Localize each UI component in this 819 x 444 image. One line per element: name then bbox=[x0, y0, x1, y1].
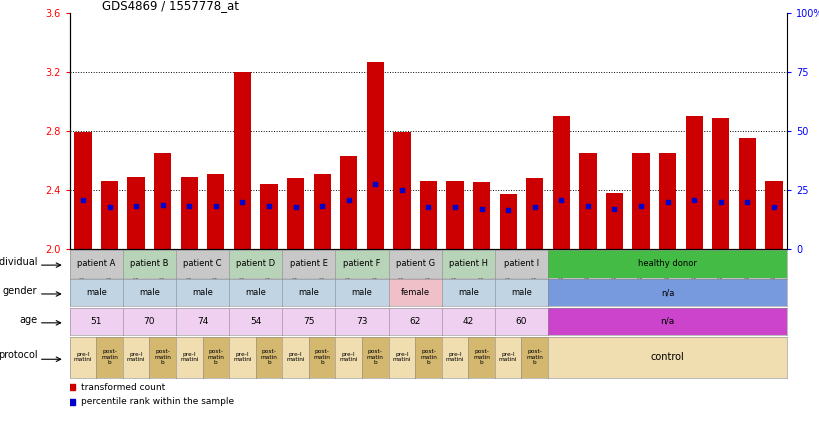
Text: 60: 60 bbox=[515, 317, 527, 326]
Bar bbox=[233, 72, 251, 249]
Bar bbox=[260, 184, 278, 249]
Bar bbox=[526, 178, 543, 249]
Text: patient D: patient D bbox=[236, 259, 275, 268]
Text: control: control bbox=[650, 352, 684, 362]
Text: patient C: patient C bbox=[183, 259, 222, 268]
Text: female: female bbox=[400, 288, 429, 297]
Text: n/a: n/a bbox=[660, 288, 673, 297]
Text: n/a: n/a bbox=[659, 317, 674, 326]
Bar bbox=[207, 174, 224, 249]
Text: patient B: patient B bbox=[130, 259, 169, 268]
Bar bbox=[578, 153, 595, 249]
Bar bbox=[552, 116, 569, 249]
Text: 42: 42 bbox=[462, 317, 473, 326]
Bar bbox=[658, 153, 676, 249]
Text: 75: 75 bbox=[303, 317, 314, 326]
Text: post-
matin
b: post- matin b bbox=[207, 349, 224, 365]
Text: patient E: patient E bbox=[290, 259, 328, 268]
Text: 73: 73 bbox=[355, 317, 367, 326]
Bar bbox=[738, 139, 755, 249]
Text: pre-I
matini: pre-I matini bbox=[392, 352, 410, 362]
Text: pre-I
matini: pre-I matini bbox=[74, 352, 92, 362]
Bar bbox=[631, 153, 649, 249]
Text: protocol: protocol bbox=[0, 350, 38, 360]
Text: patient F: patient F bbox=[343, 259, 380, 268]
Text: male: male bbox=[298, 288, 319, 297]
Text: age: age bbox=[20, 315, 38, 325]
Text: 51: 51 bbox=[90, 317, 102, 326]
Bar bbox=[764, 181, 781, 249]
Text: pre-I
matini: pre-I matini bbox=[498, 352, 517, 362]
Text: male: male bbox=[138, 288, 160, 297]
Bar bbox=[127, 177, 145, 249]
Text: pre-I
matini: pre-I matini bbox=[127, 352, 145, 362]
Text: male: male bbox=[351, 288, 372, 297]
Text: transformed count: transformed count bbox=[81, 383, 165, 392]
Text: male: male bbox=[192, 288, 213, 297]
Bar bbox=[393, 132, 410, 249]
Text: patient A: patient A bbox=[77, 259, 115, 268]
Text: post-
matin
b: post- matin b bbox=[260, 349, 277, 365]
Text: male: male bbox=[457, 288, 478, 297]
Text: 70: 70 bbox=[143, 317, 155, 326]
Bar bbox=[685, 116, 702, 249]
Bar bbox=[180, 177, 197, 249]
Text: healthy donor: healthy donor bbox=[637, 259, 696, 268]
Text: pre-I
matini: pre-I matini bbox=[233, 352, 251, 362]
Bar bbox=[101, 181, 118, 249]
Bar bbox=[446, 181, 463, 249]
Text: male: male bbox=[245, 288, 266, 297]
Bar bbox=[366, 62, 383, 249]
Text: 62: 62 bbox=[409, 317, 420, 326]
Text: pre-I
matini: pre-I matini bbox=[180, 352, 198, 362]
Bar bbox=[154, 153, 171, 249]
Text: post-
matin
b: post- matin b bbox=[526, 349, 542, 365]
Bar bbox=[419, 181, 437, 249]
Text: 54: 54 bbox=[250, 317, 261, 326]
Text: post-
matin
b: post- matin b bbox=[101, 349, 118, 365]
Text: pre-I
matini: pre-I matini bbox=[446, 352, 464, 362]
Bar bbox=[313, 174, 330, 249]
Bar bbox=[499, 194, 516, 249]
Text: pre-I
matini: pre-I matini bbox=[286, 352, 305, 362]
Bar bbox=[473, 182, 490, 249]
Text: post-
matin
b: post- matin b bbox=[314, 349, 330, 365]
Text: patient G: patient G bbox=[395, 259, 434, 268]
Text: post-
matin
b: post- matin b bbox=[366, 349, 383, 365]
Text: GDS4869 / 1557778_at: GDS4869 / 1557778_at bbox=[102, 0, 239, 12]
Bar bbox=[287, 178, 304, 249]
Text: post-
matin
b: post- matin b bbox=[473, 349, 490, 365]
Text: pre-I
matini: pre-I matini bbox=[339, 352, 358, 362]
Text: male: male bbox=[86, 288, 106, 297]
Text: patient H: patient H bbox=[448, 259, 487, 268]
Text: post-
matin
b: post- matin b bbox=[419, 349, 437, 365]
Bar bbox=[711, 118, 729, 249]
Text: percentile rank within the sample: percentile rank within the sample bbox=[81, 397, 233, 406]
Text: gender: gender bbox=[3, 286, 38, 296]
Text: male: male bbox=[510, 288, 532, 297]
Bar bbox=[340, 156, 357, 249]
Text: post-
matin
b: post- matin b bbox=[154, 349, 171, 365]
Bar bbox=[75, 132, 92, 249]
Bar bbox=[605, 193, 622, 249]
Text: patient I: patient I bbox=[504, 259, 538, 268]
Text: 74: 74 bbox=[197, 317, 208, 326]
Text: individual: individual bbox=[0, 258, 38, 267]
